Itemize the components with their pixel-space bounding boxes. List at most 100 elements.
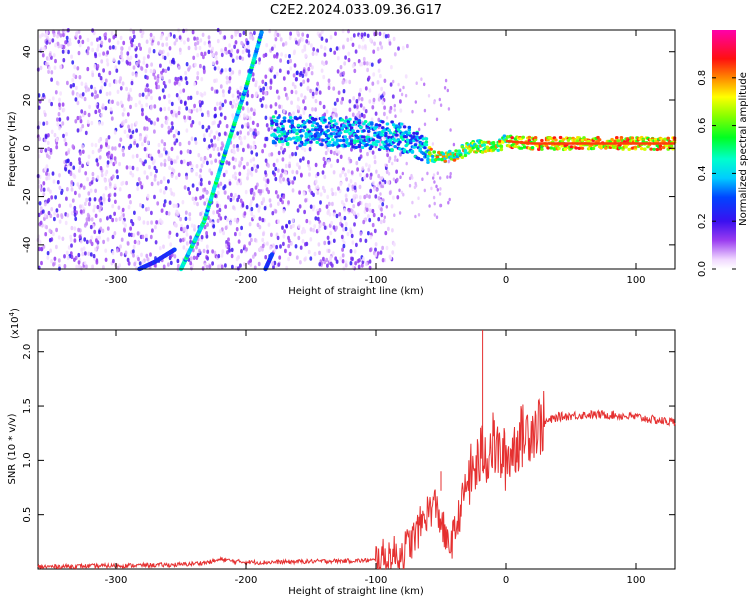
noise-cell [276,168,280,173]
noise-cell [120,181,124,186]
noise-cell [242,165,246,170]
noise-cell [180,226,183,232]
noise-cell [358,258,361,263]
noise-cell [168,79,172,84]
noise-cell [60,190,63,195]
signal-cell [471,146,476,150]
noise-cell [230,192,233,198]
noise-cell [344,263,348,268]
noise-cell [250,237,253,243]
noise-cell [431,142,435,146]
noise-cell [241,203,245,208]
noise-cell [175,232,179,237]
noise-cell [184,210,188,215]
signal-cell [443,159,448,163]
noise-cell [76,93,80,99]
noise-cell [93,204,96,209]
noise-cell [288,220,291,225]
signal-cell [482,143,487,147]
noise-cell [71,60,75,65]
noise-cell [423,122,427,127]
snr-frame [37,329,676,570]
signal-cell [423,146,427,150]
noise-cell [316,211,320,216]
noise-cell [157,142,161,148]
noise-cell [349,36,353,42]
noise-cell [189,235,193,240]
noise-cell [382,181,385,186]
noise-cell [292,50,296,56]
noise-cell [47,197,51,203]
noise-cell [334,256,338,261]
noise-cell [302,191,306,197]
noise-cell [296,208,300,213]
noise-cell [175,203,178,208]
noise-cell [156,201,160,206]
noise-cell [210,86,214,92]
noise-cell [70,211,74,216]
noise-cell [231,70,235,75]
noise-cell [147,92,151,97]
noise-cell [327,82,331,87]
noise-cell [168,46,172,51]
noise-cell [142,220,146,225]
noise-cell [199,107,203,112]
noise-cell [208,168,212,173]
noise-cell [322,163,326,168]
noise-cell [241,124,244,129]
noise-cell [373,187,377,192]
noise-cell [122,220,125,225]
noise-cell [142,56,146,61]
noise-cell [388,41,392,46]
noise-cell [359,62,362,67]
noise-cell [143,136,147,141]
noise-cell [272,162,276,168]
noise-cell [66,213,70,218]
signal-cell [290,119,295,123]
noise-cell [368,202,372,208]
noise-cell [59,44,63,49]
noise-cell [364,109,368,114]
noise-cell [296,97,300,102]
noise-cell [212,224,216,229]
noise-cell [54,58,57,64]
noise-cell [262,231,265,237]
signal-cell [401,137,405,142]
noise-cell [381,176,384,180]
noise-cell [188,190,192,196]
noise-cell [210,138,214,143]
noise-cell [41,209,45,214]
noise-cell [85,85,88,91]
noise-cell [414,100,417,104]
noise-cell [240,225,244,231]
noise-cell [289,224,293,230]
noise-cell [330,220,333,226]
noise-cell [102,193,106,198]
noise-cell [99,218,102,223]
noise-cell [342,71,346,76]
noise-cell [283,229,286,234]
noise-cell [254,132,258,137]
noise-cell [226,217,229,222]
noise-cell [354,49,358,54]
noise-cell [203,224,207,230]
noise-cell [206,110,210,115]
noise-cell [89,224,93,230]
noise-cell [107,154,110,159]
noise-cell [213,120,216,125]
noise-cell [293,232,297,237]
noise-cell [199,38,203,43]
noise-cell [383,105,386,110]
noise-cell [38,184,42,189]
noise-cell [261,149,264,154]
noise-cell [127,194,131,199]
noise-cell [201,112,204,118]
noise-cell [216,101,219,107]
noise-cell [295,145,299,151]
noise-cell [192,55,196,60]
noise-cell [163,162,167,167]
signal-cell [281,127,285,131]
noise-cell [109,159,113,164]
noise-cell [268,152,271,158]
noise-cell [47,172,50,177]
